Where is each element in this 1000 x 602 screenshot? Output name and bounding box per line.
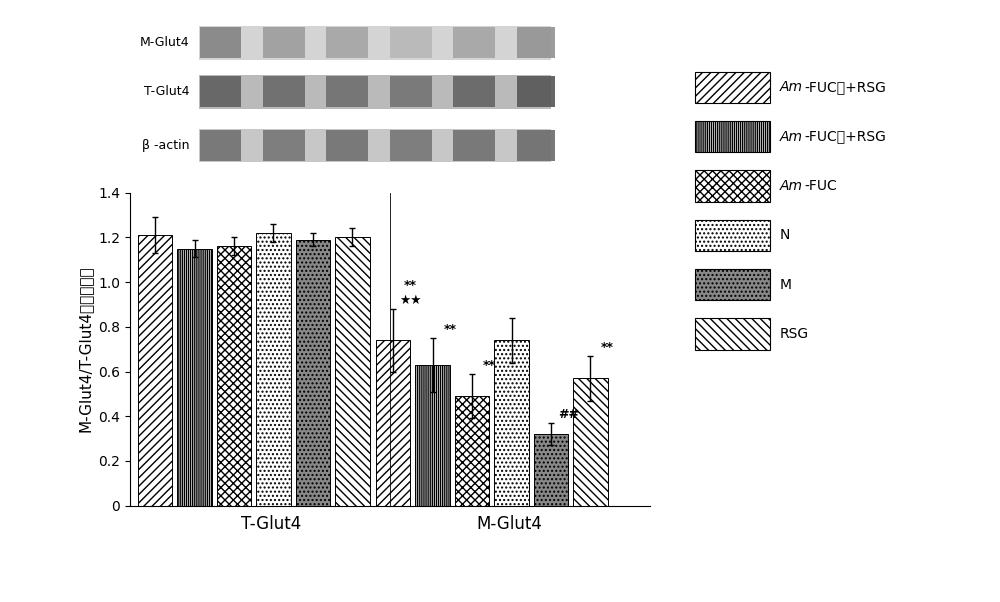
Bar [263,76,305,107]
Bar [516,130,558,161]
Bar [453,130,495,161]
Bar [390,76,432,107]
Text: **: ** [404,279,417,292]
Text: -FUC: -FUC [804,179,837,193]
Bar [573,378,608,506]
Text: Am: Am [780,129,803,144]
Bar [516,27,558,58]
Text: ##: ## [558,408,579,421]
Text: M-Glut4: M-Glut4 [140,36,190,49]
Bar [534,434,568,506]
Bar [199,129,551,163]
Bar [200,76,241,107]
Text: **: ** [483,359,496,371]
Text: β -actin: β -actin [142,139,190,152]
Text: **: ** [443,323,456,336]
Text: -FUC高+RSG: -FUC高+RSG [804,80,886,95]
Bar [453,76,495,107]
Bar [199,26,551,60]
Bar [177,249,212,506]
Bar [516,76,558,107]
Bar [326,76,368,107]
Text: Am: Am [780,179,803,193]
Bar [199,75,551,109]
Bar [326,130,368,161]
Bar [390,130,432,161]
Text: -FUC低+RSG: -FUC低+RSG [804,129,886,144]
Bar [138,235,172,506]
Bar [263,130,305,161]
Y-axis label: M-Glut4/T-Glut4相对表达量: M-Glut4/T-Glut4相对表达量 [78,266,93,432]
Bar [494,340,529,506]
Text: RSG: RSG [780,327,809,341]
Text: Am: Am [780,80,803,95]
Bar [217,246,251,506]
Text: M: M [780,278,792,292]
Bar [415,365,450,506]
Bar [200,130,241,161]
Text: **: ** [601,341,614,353]
Bar [200,27,241,58]
Text: T-Glut4: T-Glut4 [144,85,190,98]
Bar [296,240,330,506]
Bar [390,27,432,58]
Bar [335,237,370,506]
Bar [256,233,291,506]
Bar [376,340,410,506]
Bar [455,396,489,506]
Bar [326,27,368,58]
Bar [263,27,305,58]
Bar [453,27,495,58]
Text: ★★: ★★ [399,294,422,306]
Text: N: N [780,228,790,243]
